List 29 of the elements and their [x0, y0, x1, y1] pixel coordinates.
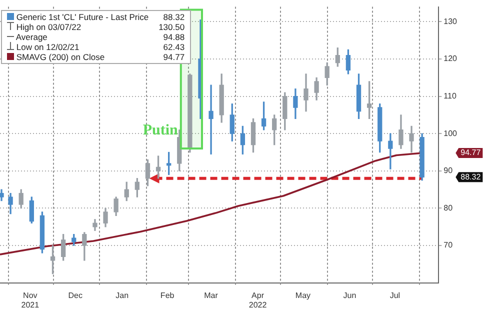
x-tick-label: Dec — [68, 290, 82, 300]
y-tick-label: 130 — [444, 16, 458, 26]
annotation: 130.50 — [158, 22, 186, 32]
annotation: 88.32 — [162, 12, 186, 22]
legend-label: Generic 1st 'CL' Future - Last Price — [15, 12, 150, 22]
x-tick-label: Jul — [390, 290, 400, 300]
annotation: High on 03/07/22 — [15, 22, 82, 32]
y-tick-label: 110 — [444, 92, 457, 101]
y-tick-label: 120 — [444, 54, 458, 64]
annotation: Average — [14, 32, 48, 42]
x-tick-label: Jun — [343, 290, 356, 300]
annotation: 62.43 — [162, 42, 186, 52]
text: 88.32 — [460, 172, 481, 182]
annotation: Low on 12/02/21 — [15, 42, 80, 52]
x-tick-label: Apr 2022 — [248, 290, 268, 310]
x-tick-label: Mar — [204, 290, 218, 300]
annotation: 94.88 — [162, 32, 186, 42]
text: 94.77 — [460, 148, 481, 158]
x-tick-label: May — [295, 290, 311, 300]
annotation: Putin — [142, 122, 179, 138]
y-tick-label: 90 — [444, 166, 454, 176]
x-tick-label: Feb — [160, 290, 175, 300]
y-tick-label: 70 — [444, 240, 454, 250]
x-tick-label: Jan — [116, 290, 129, 300]
annotation: 94.77 — [162, 52, 186, 62]
legend-label: SMAVG (200) on Close — [15, 52, 106, 62]
y-tick-label: 100 — [444, 128, 458, 138]
x-tick-label: Nov 2021 — [21, 290, 40, 310]
y-tick-label: 80 — [444, 203, 454, 212]
